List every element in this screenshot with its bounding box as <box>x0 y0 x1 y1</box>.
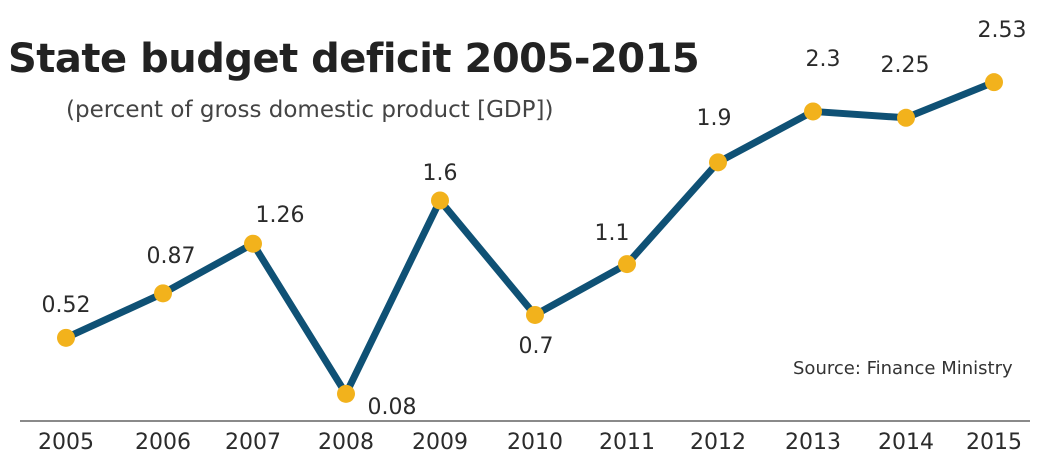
data-label-2011: 1.1 <box>595 221 630 246</box>
data-point-2011 <box>618 255 636 274</box>
data-label-2014: 2.25 <box>881 53 930 78</box>
data-label-2006: 0.87 <box>147 244 196 269</box>
data-label-2013: 2.3 <box>806 47 841 72</box>
data-point-2006 <box>154 284 172 303</box>
data-point-2015 <box>985 73 1003 92</box>
chart-subtitle: (percent of gross domestic product [GDP]… <box>66 97 554 123</box>
data-point-2012 <box>709 153 727 172</box>
x-tick-label: 2009 <box>412 430 468 454</box>
data-point-2014 <box>897 108 915 127</box>
x-tick-label: 2012 <box>690 430 746 454</box>
data-point-2013 <box>804 102 822 121</box>
data-point-2009 <box>431 191 449 210</box>
data-label-2010: 0.7 <box>519 334 554 359</box>
data-label-2005: 0.52 <box>42 293 91 318</box>
x-tick-label: 2014 <box>878 430 934 454</box>
data-point-2010 <box>526 305 544 324</box>
data-label-2008: 0.08 <box>368 395 417 420</box>
data-point-2008 <box>337 384 355 403</box>
data-label-2009: 1.6 <box>423 161 458 186</box>
x-tick-label: 2007 <box>225 430 281 454</box>
source-note: Source: Finance Ministry <box>793 358 1013 379</box>
x-tick-label: 2005 <box>38 430 94 454</box>
x-tick-label: 2015 <box>966 430 1022 454</box>
data-label-2015: 2.53 <box>978 18 1027 43</box>
data-point-2005 <box>57 328 75 347</box>
data-point-2007 <box>244 234 262 253</box>
x-tick-label: 2006 <box>135 430 191 454</box>
data-label-2007: 1.26 <box>256 203 305 228</box>
x-tick-label: 2013 <box>785 430 841 454</box>
x-tick-label: 2010 <box>507 430 563 454</box>
x-tick-label: 2008 <box>318 430 374 454</box>
data-label-2012: 1.9 <box>697 106 732 131</box>
chart-title: State budget deficit 2005-2015 <box>8 36 700 82</box>
x-tick-label: 2011 <box>599 430 655 454</box>
